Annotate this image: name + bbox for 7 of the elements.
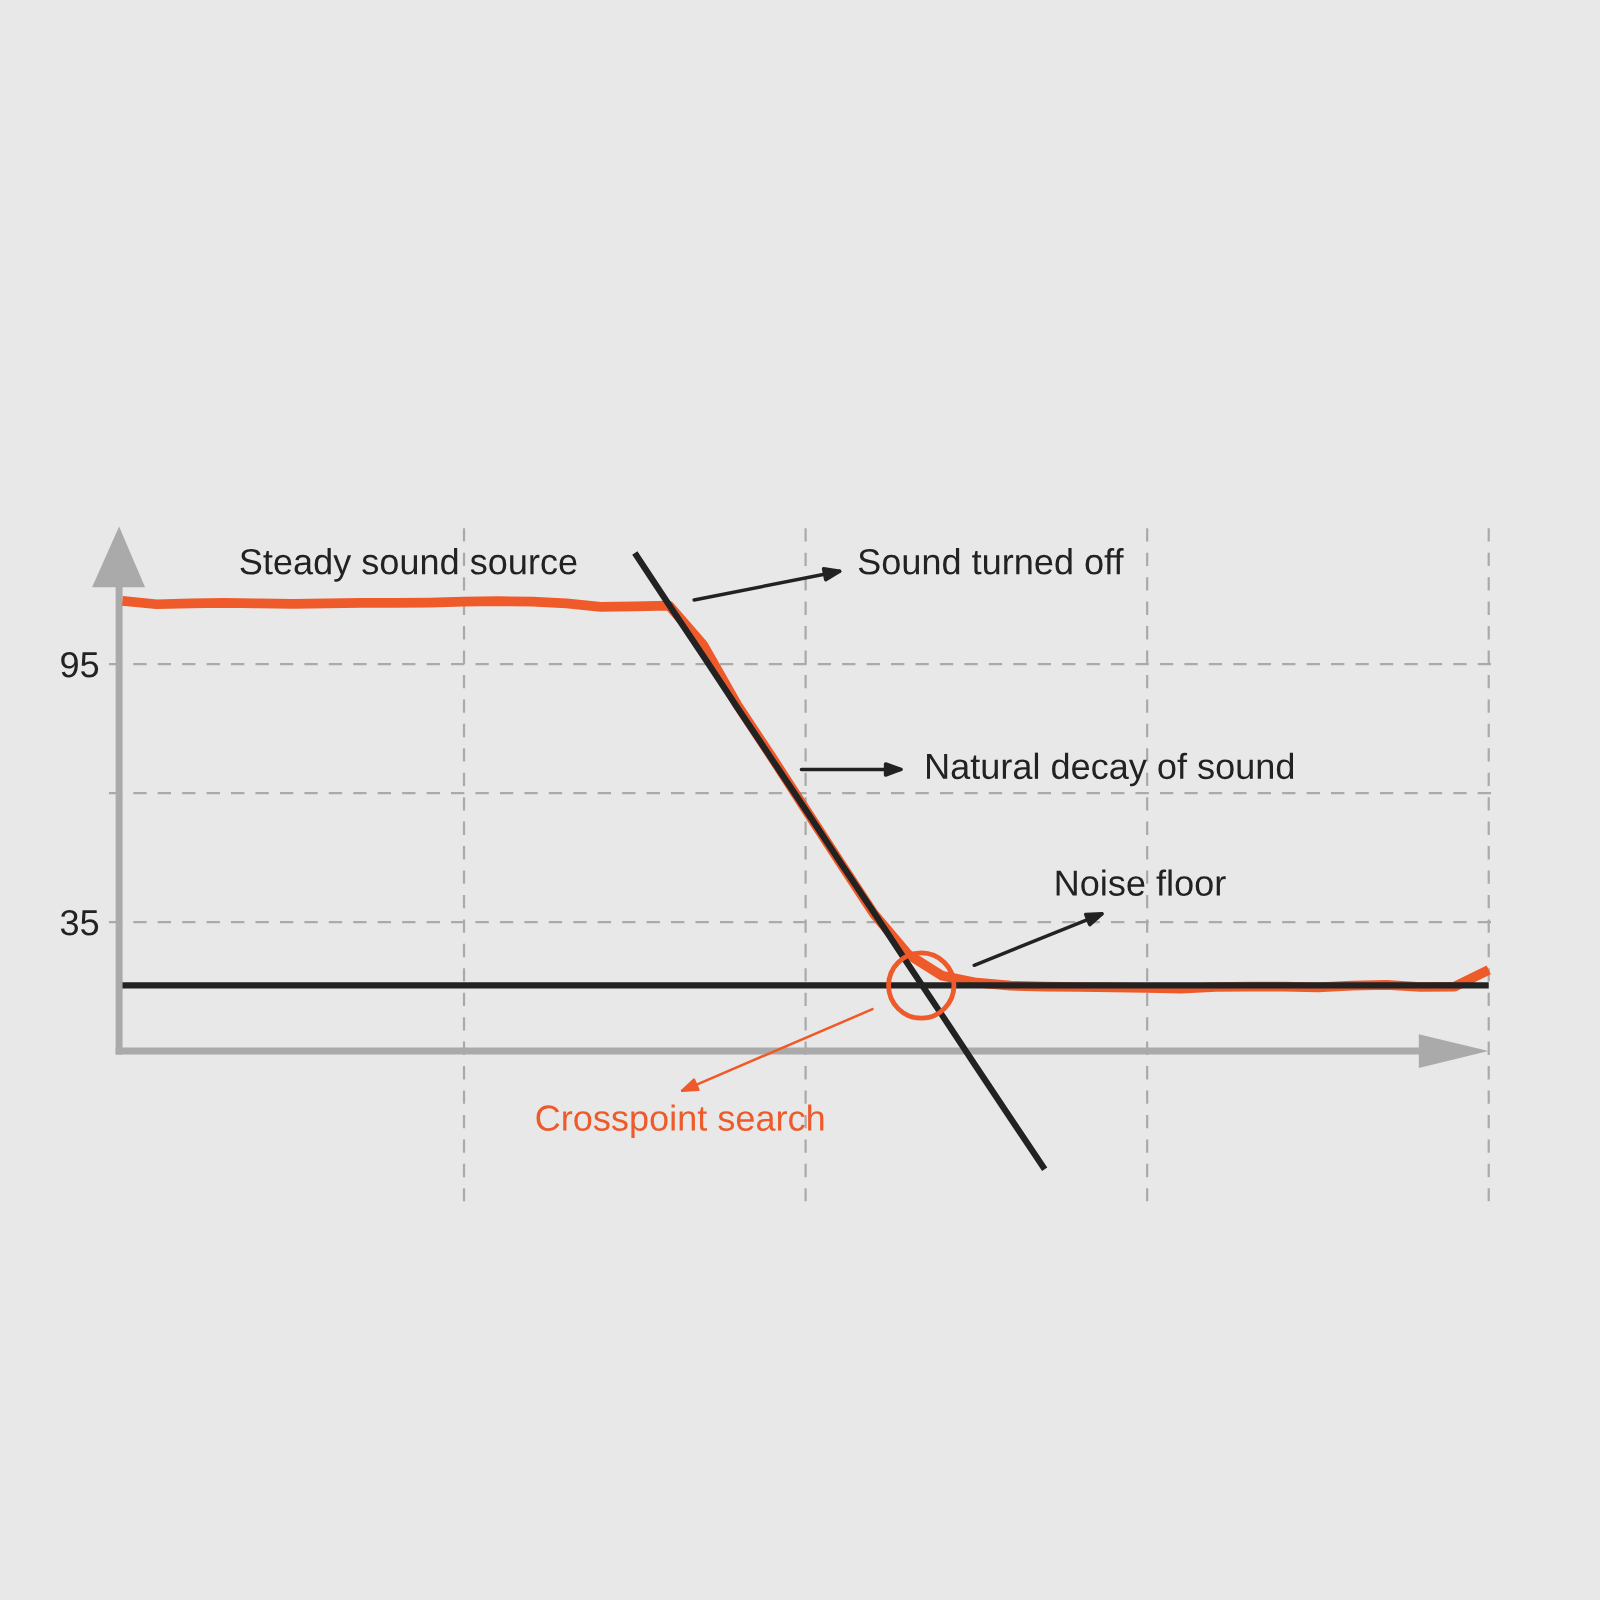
y-tick-label: 95 (61, 651, 99, 678)
annotation: Steady sound source (240, 548, 577, 582)
annotation: Noise floor (1056, 869, 1226, 896)
y-tick-label: 35 (60, 909, 99, 936)
annotation: Crosspoint search (536, 1104, 824, 1139)
annotation: Natural decay of sound (927, 752, 1294, 787)
annotation: Sound turned off (858, 548, 1124, 575)
